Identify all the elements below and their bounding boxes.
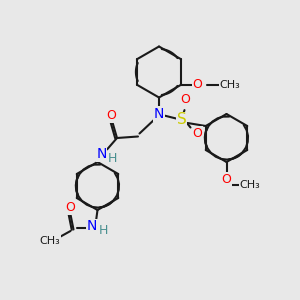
- Text: O: O: [222, 173, 231, 186]
- Text: CH₃: CH₃: [219, 80, 240, 90]
- Text: O: O: [106, 109, 116, 122]
- Text: S: S: [177, 112, 186, 128]
- Text: N: N: [87, 220, 97, 233]
- Text: H: H: [108, 152, 117, 166]
- Text: CH₃: CH₃: [40, 236, 61, 246]
- Text: N: N: [154, 107, 164, 121]
- Text: O: O: [65, 201, 75, 214]
- Text: O: O: [193, 127, 202, 140]
- Text: H: H: [99, 224, 108, 238]
- Text: CH₃: CH₃: [239, 180, 260, 190]
- Text: O: O: [193, 78, 202, 91]
- Text: N: N: [96, 147, 106, 161]
- Text: O: O: [180, 93, 190, 106]
